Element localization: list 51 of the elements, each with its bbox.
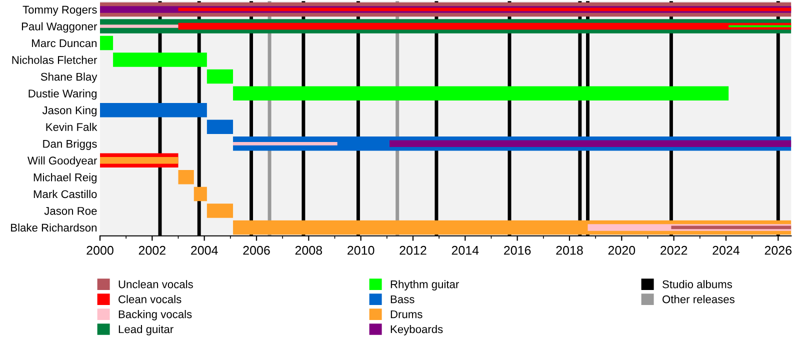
bar: [233, 142, 338, 146]
bar: [233, 86, 729, 100]
legend-label: Lead guitar: [118, 325, 174, 336]
bar: [113, 52, 207, 67]
y-tick-label: Will Goodyear: [28, 156, 98, 167]
legend-label: Rhythm guitar: [390, 280, 459, 290]
bar: [178, 170, 194, 184]
x-tick-label: 2008: [295, 246, 322, 255]
legend-label: Clean vocals: [118, 295, 182, 304]
y-tick-label: Shane Blay: [40, 72, 98, 83]
y-tick-label: Kevin Falk: [46, 122, 98, 131]
legend-label: Backing vocals: [118, 310, 192, 320]
bar: [206, 204, 234, 218]
x-tick-label: 2010: [348, 246, 374, 255]
legend-label: Other releases: [662, 295, 734, 304]
x-tick-label: 2024: [712, 246, 740, 255]
x-tick-label: 2004: [191, 246, 218, 255]
bar: [206, 69, 234, 84]
legend-label: Studio albums: [662, 280, 732, 288]
x-tick-label: 2018: [556, 246, 583, 255]
x-tick-label: 2022: [660, 246, 688, 255]
legend-label: Bass: [390, 295, 414, 304]
y-tick-label: Blake Richardson: [11, 223, 97, 232]
y-tick-label: Mark Castillo: [34, 190, 97, 198]
x-tick-label: 2002: [138, 246, 166, 255]
x-tick-label: 2014: [452, 246, 479, 255]
bar: [100, 24, 178, 28]
y-tick-label: Michael Reig: [34, 173, 97, 184]
y-tick-label: Jason Roe: [44, 207, 97, 215]
y-tick-label: Dan Briggs: [43, 140, 97, 150]
legend-label: Drums: [390, 310, 422, 318]
y-tick-label: Paul Waggoner: [22, 22, 98, 33]
y-tick-label: Jason King: [42, 106, 97, 116]
y-tick-label: Dustie Waring: [28, 89, 97, 100]
y-tick-label: Tommy Rogers: [22, 6, 97, 16]
x-tick-label: 2012: [400, 246, 426, 255]
x-tick-label: 2006: [243, 246, 270, 255]
bar: [178, 22, 792, 30]
bar: [100, 36, 114, 50]
x-tick-label: 2000: [86, 246, 114, 255]
legend-label: Keyboards: [390, 325, 443, 336]
bar: [206, 120, 234, 134]
bar: [100, 102, 207, 118]
y-tick-label: Marc Duncan: [32, 39, 97, 48]
y-tick-label: Nicholas Fletcher: [12, 56, 98, 64]
bar: [390, 140, 792, 147]
legend-label: Unclean vocals: [118, 280, 193, 288]
bar: [194, 186, 207, 202]
x-tick-label: 2016: [504, 246, 531, 255]
x-tick-label: 2026: [764, 246, 792, 255]
x-tick-label: 2020: [608, 246, 636, 255]
